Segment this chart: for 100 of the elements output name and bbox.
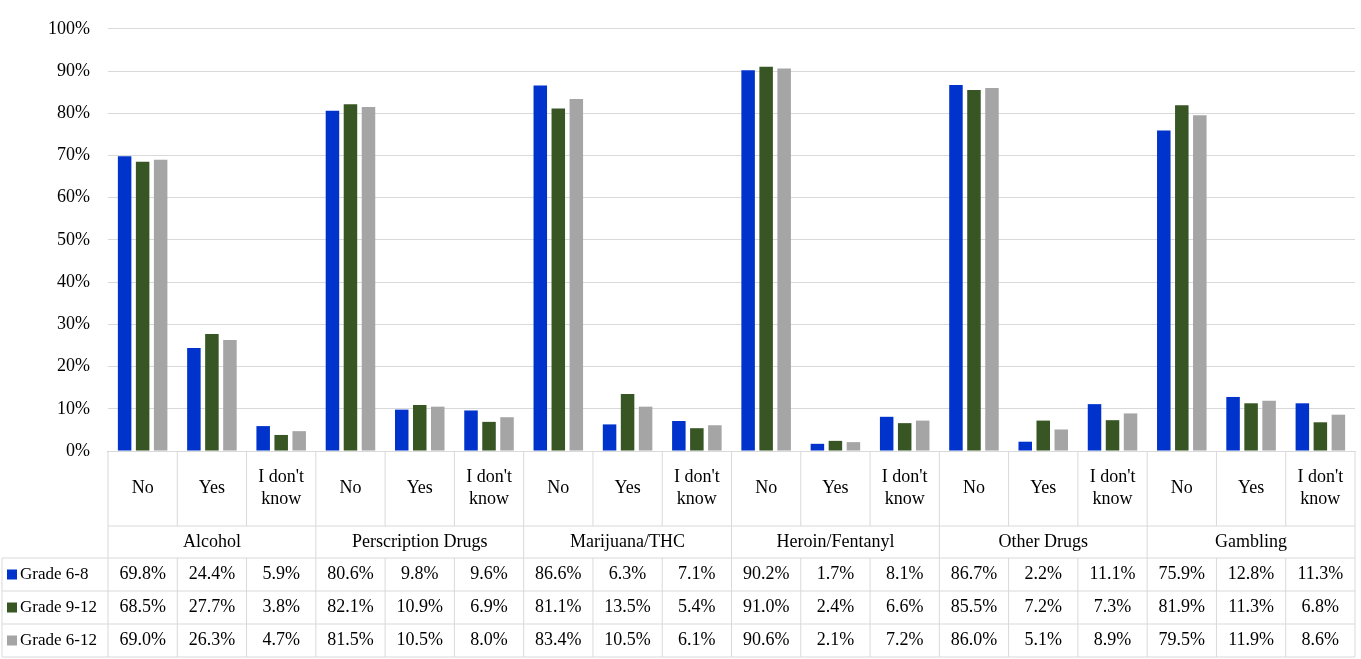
bar bbox=[879, 416, 894, 451]
data-label: 2.4% bbox=[816, 596, 855, 617]
bar bbox=[223, 339, 237, 451]
bar bbox=[672, 421, 686, 451]
text: Alcohol bbox=[182, 530, 241, 551]
bar bbox=[551, 108, 566, 451]
data-label: 26.3% bbox=[188, 629, 236, 650]
x-tick-label: I don't know bbox=[1089, 465, 1136, 508]
bar bbox=[1054, 429, 1069, 451]
data-label: 6.6% bbox=[885, 596, 924, 617]
data-label: 90.2% bbox=[742, 563, 790, 584]
bar bbox=[602, 424, 617, 451]
data-label: 7.2% bbox=[885, 629, 924, 650]
legend-label: Grade 6-12 bbox=[20, 629, 97, 649]
x-tick-label: Yes bbox=[614, 476, 641, 497]
legend-label: Grade 6-8 bbox=[20, 563, 89, 583]
data-label: 11.3% bbox=[1297, 563, 1344, 584]
data-label: 27.7% bbox=[188, 596, 236, 617]
x-tick-label: I don't know bbox=[466, 465, 512, 508]
x-tick-label: No bbox=[755, 476, 778, 497]
bar bbox=[394, 409, 409, 451]
data-label: 9.6% bbox=[470, 563, 508, 584]
bar bbox=[187, 347, 201, 451]
x-tick-label: No bbox=[547, 476, 570, 497]
bar bbox=[117, 156, 132, 451]
data-label: 68.5% bbox=[119, 596, 166, 617]
bar bbox=[412, 404, 427, 451]
data-label: 13.5% bbox=[604, 596, 651, 617]
bar bbox=[846, 442, 861, 451]
bar bbox=[1295, 403, 1310, 451]
data-label: 1.7% bbox=[816, 563, 855, 584]
x-tick-label: I don't know bbox=[1297, 465, 1344, 508]
data-label: 2.1% bbox=[816, 629, 855, 650]
data-label: 11.9% bbox=[1228, 629, 1274, 650]
x-tick-label: Yes bbox=[406, 476, 433, 497]
x-tick-label: I don't know bbox=[258, 465, 305, 508]
bar bbox=[1331, 414, 1346, 451]
bar bbox=[533, 85, 548, 451]
data-label: 7.2% bbox=[1024, 596, 1062, 617]
bar bbox=[292, 431, 306, 451]
data-label: 69.8% bbox=[119, 563, 166, 584]
bar bbox=[985, 87, 999, 451]
data-label: 86.0% bbox=[950, 629, 998, 650]
bar bbox=[1123, 413, 1138, 451]
bar bbox=[1105, 420, 1120, 451]
data-label: 10.9% bbox=[396, 596, 443, 617]
bar bbox=[464, 410, 478, 451]
bar bbox=[759, 66, 773, 451]
data-label: 8.1% bbox=[885, 563, 924, 584]
y-tick-label: 100% bbox=[47, 17, 90, 38]
x-tick-label: No bbox=[339, 476, 362, 497]
bar bbox=[1087, 404, 1102, 451]
x-tick-label: Yes bbox=[822, 476, 849, 497]
bar bbox=[1018, 441, 1032, 451]
y-tick-label: 0% bbox=[65, 439, 90, 460]
data-label: 7.1% bbox=[678, 563, 716, 584]
x-tick-label: No bbox=[131, 476, 154, 497]
bar bbox=[967, 90, 981, 451]
data-label: 80.6% bbox=[327, 563, 374, 584]
text: Marijuana/THC bbox=[570, 530, 686, 551]
y-tick-label: 60% bbox=[56, 186, 90, 207]
x-tick-label: Yes bbox=[1030, 476, 1057, 497]
bar bbox=[1262, 400, 1276, 451]
data-label: 83.4% bbox=[535, 629, 582, 650]
bar bbox=[482, 421, 496, 451]
bar bbox=[1226, 396, 1240, 451]
bar bbox=[343, 104, 358, 451]
data-label: 81.1% bbox=[535, 596, 582, 617]
y-tick-label: 70% bbox=[56, 144, 90, 165]
data-label: 6.1% bbox=[678, 629, 716, 650]
bar bbox=[274, 434, 288, 451]
data-label: 4.7% bbox=[262, 629, 300, 650]
data-label: 81.9% bbox=[1158, 596, 1206, 617]
x-tick-label: Yes bbox=[1237, 476, 1265, 497]
x-tick-label: Yes bbox=[198, 476, 226, 497]
y-tick-label: 30% bbox=[56, 313, 90, 334]
data-label: 85.5% bbox=[950, 596, 998, 617]
bar bbox=[205, 334, 219, 451]
x-tick-label: I don't know bbox=[881, 465, 928, 508]
x-tick-label: I don't know bbox=[673, 465, 720, 508]
bar bbox=[1313, 422, 1328, 451]
data-label: 10.5% bbox=[396, 629, 443, 650]
bar bbox=[1244, 403, 1258, 451]
bar bbox=[1193, 115, 1207, 451]
data-label: 8.6% bbox=[1301, 629, 1340, 650]
text: Perscription Drugs bbox=[352, 530, 488, 551]
data-label: 5.9% bbox=[262, 563, 300, 584]
data-label: 8.0% bbox=[470, 629, 508, 650]
y-tick-label: 90% bbox=[56, 59, 90, 80]
data-label: 7.3% bbox=[1093, 596, 1132, 617]
y-tick-label: 20% bbox=[56, 355, 90, 376]
x-tick-label: No bbox=[1170, 476, 1193, 497]
x-tick-label: No bbox=[962, 476, 985, 497]
data-label: 86.7% bbox=[950, 563, 998, 584]
bar bbox=[1157, 130, 1171, 451]
data-label: 6.9% bbox=[470, 596, 508, 617]
data-label: 12.8% bbox=[1227, 563, 1275, 584]
bar bbox=[638, 406, 653, 451]
legend-label: Grade 9-12 bbox=[20, 596, 97, 616]
bar bbox=[620, 394, 635, 451]
